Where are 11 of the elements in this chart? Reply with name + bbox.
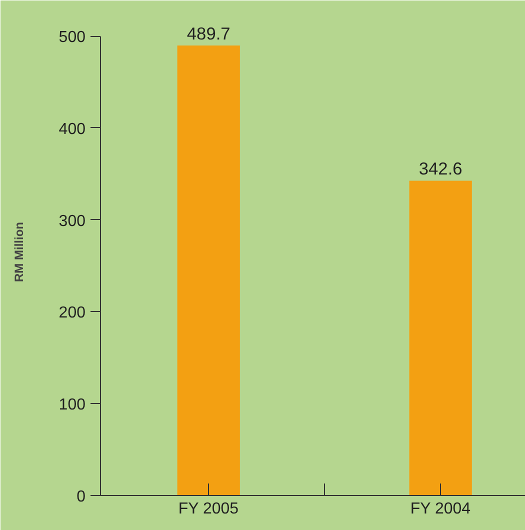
- y-tick-label: 500: [58, 29, 86, 46]
- y-axis-title: RM Million: [12, 222, 26, 282]
- y-tick-label: 100: [58, 396, 86, 414]
- x-tick-label: FY 2005: [178, 500, 239, 518]
- y-tick-label: 400: [58, 120, 86, 138]
- x-tick-label: FY 2004: [410, 500, 471, 518]
- y-tick-label: 300: [58, 212, 86, 230]
- data-label: 342.6: [418, 158, 462, 179]
- data-label: 489.7: [186, 24, 230, 44]
- y-tick-label: 0: [76, 488, 86, 506]
- y-tick-label: 200: [58, 304, 86, 322]
